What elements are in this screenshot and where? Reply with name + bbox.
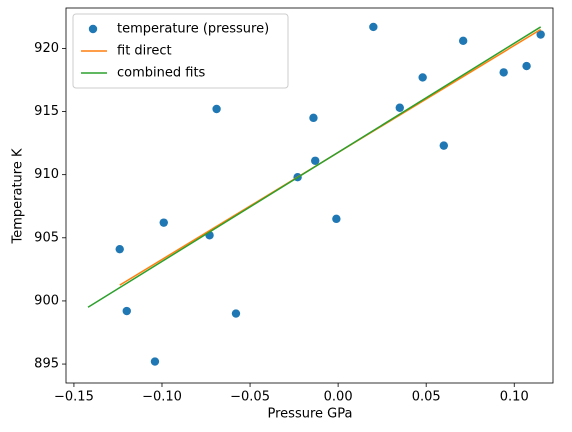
scatter-point <box>122 306 131 316</box>
y-tick-label: 895 <box>34 357 59 372</box>
scatter-point <box>522 61 531 71</box>
legend-box <box>72 13 289 89</box>
scatter-point <box>231 309 241 318</box>
legend-label: combined fits <box>117 66 206 81</box>
y-tick-label: 900 <box>34 293 59 308</box>
line <box>87 26 542 308</box>
scatter-point <box>150 357 160 366</box>
y-tick-label: 905 <box>34 230 59 245</box>
scatter-point <box>115 244 124 254</box>
x-tick-label: 0.00 <box>324 390 353 405</box>
x-tick-label: 0.10 <box>500 390 529 405</box>
scatter-point <box>332 214 341 224</box>
scatter-point <box>395 103 404 112</box>
x-tick-label: −0.10 <box>142 390 182 405</box>
x-axis-label: Pressure GPa <box>268 407 353 422</box>
x-tick-label: 0.05 <box>412 390 441 405</box>
scatter-point <box>439 141 448 150</box>
scatter-point <box>309 113 318 123</box>
y-tick-label: 910 <box>34 167 59 182</box>
plot-frame <box>65 7 554 384</box>
legend-label: temperature (pressure) <box>117 22 269 37</box>
scatter-point <box>212 104 221 114</box>
y-axis-label: Temperature K <box>11 148 26 244</box>
y-tick-label: 915 <box>34 104 59 119</box>
scatter-point <box>536 30 545 39</box>
x-tick-label: −0.15 <box>54 390 94 405</box>
scatter-point <box>159 218 168 227</box>
legend-label: fit direct <box>117 44 172 59</box>
scatter-point <box>311 156 320 165</box>
y-tick-label: 920 <box>34 41 59 56</box>
scatter-point <box>458 36 468 46</box>
legend-marker <box>88 24 98 34</box>
x-tick-label: −0.05 <box>230 390 270 405</box>
scatter-point <box>369 22 378 32</box>
scatter-point <box>499 68 508 77</box>
scatter-point <box>418 73 427 82</box>
